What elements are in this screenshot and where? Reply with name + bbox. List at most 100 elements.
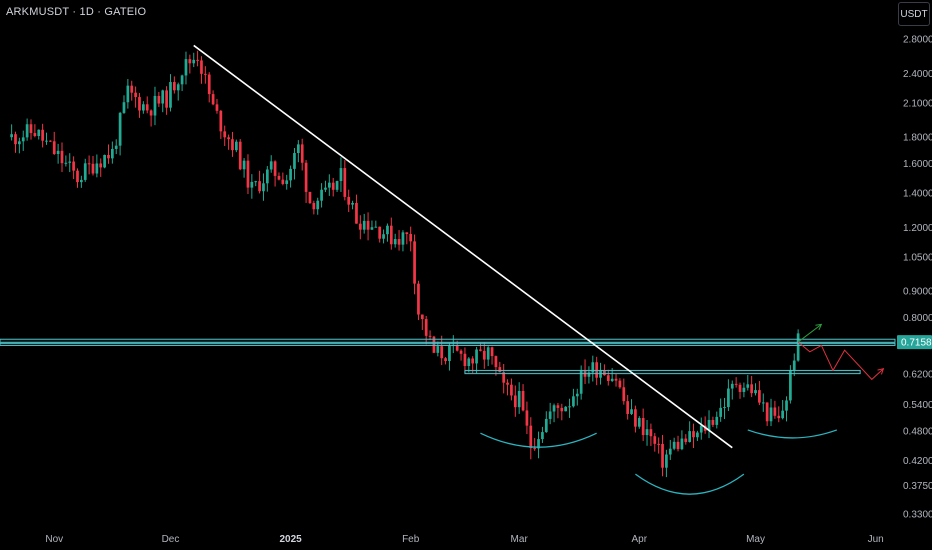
candle-body [568,406,571,408]
candle-body [386,225,389,235]
candle-body [169,82,172,108]
candle-body [730,383,734,389]
candle-body [358,223,362,230]
candle-body [634,409,637,427]
candle-body [45,140,48,142]
currency-button[interactable]: USDT [898,2,930,26]
candle-body [41,129,44,141]
candle-body [738,384,742,392]
left-shoulder-arc [480,432,597,448]
candle-body [293,153,296,169]
candle-body [513,395,517,408]
y-tick-label: 2.8000 [903,35,932,46]
candle-body [246,160,250,188]
candle-body [165,90,168,108]
candle-body [645,429,649,436]
candle-body [413,241,416,284]
candle-body [444,358,447,362]
candle-body [448,346,451,362]
candle-body [610,378,614,381]
candle-body [308,191,312,204]
current-price-label: 0.7158 [901,338,932,349]
candle-body [37,129,41,137]
x-tick-label: May [746,534,765,545]
candle-body [692,431,695,438]
candle-body [281,179,285,184]
candle-body [316,200,320,210]
downtrend-line [193,44,733,449]
bearish-projection-arrow [797,341,884,381]
candle-body [312,203,316,210]
candle-body [606,375,610,381]
candle-body [723,407,726,409]
candle-body [91,163,95,174]
candle-body [510,384,513,396]
candle-body [603,370,606,376]
candle-body [196,59,199,61]
candle-body [269,161,273,170]
candle-body [72,161,75,171]
candle-body [149,110,153,116]
candle-body [265,169,269,184]
candle-body [773,407,777,416]
candle-body [327,182,331,188]
candle-body [192,59,196,64]
candle-body [506,382,509,385]
candle-body [21,137,25,142]
candle-body [533,448,537,450]
candle-body [734,383,738,385]
candle-body [176,84,180,91]
candle-body [467,358,471,366]
candle-body [579,369,583,394]
candle-body [471,358,475,364]
y-tick-label: 1.4000 [903,189,932,200]
y-tick-label: 0.8000 [903,313,932,324]
candle-body [711,419,715,425]
candle-body [672,441,676,449]
candle-body [339,168,343,182]
candle-body [378,226,382,239]
x-tick-label: Feb [402,534,420,545]
candle-body [273,161,277,176]
candle-body [161,90,165,104]
symbol-header: ARKMUSDT · 1D · GATEIO [6,6,147,18]
candle-body [343,168,347,197]
candle-body [401,232,405,245]
candle-body [76,170,79,183]
y-tick-label: 0.3300 [903,510,932,521]
candle-body [684,438,688,442]
candle-body [29,124,33,134]
candle-body [134,92,137,98]
candle-body [482,350,486,360]
candle-body [742,387,746,392]
candle-body [95,163,99,174]
candle-body [397,239,401,245]
candle-body [548,411,552,419]
candle-body [56,150,60,155]
candle-body [405,232,409,235]
candle-body [475,349,478,364]
candle-body [231,139,234,151]
candle-body [572,396,575,407]
x-tick-label: Jun [868,534,884,545]
candle-body [370,227,374,230]
candle-body [250,181,254,188]
candle-body [653,436,657,444]
candle-body [393,239,397,245]
candle-body [541,432,544,440]
candle-body [544,418,548,433]
candle-body [331,182,335,190]
candle-body [138,97,141,111]
candle-body [203,73,207,75]
candle-body [366,220,370,230]
candle-body [455,344,459,351]
candle-body [324,187,327,190]
candle-body [200,60,203,74]
candle-body [560,407,564,412]
candle-body [80,179,83,183]
candle-body [459,350,463,354]
candle-body [502,372,506,383]
x-tick-label: Apr [632,534,648,545]
candle-body [304,162,308,192]
